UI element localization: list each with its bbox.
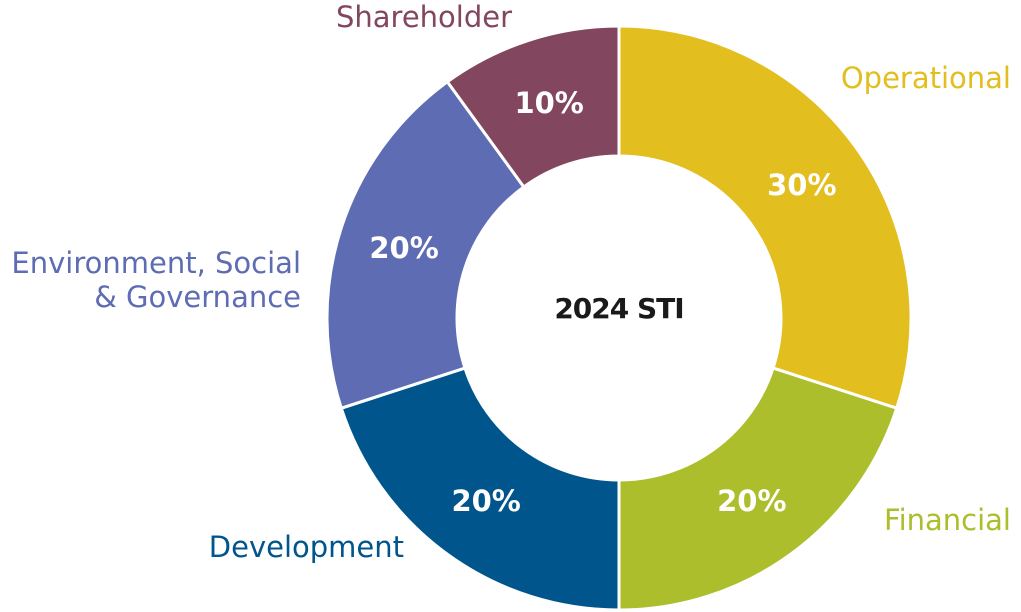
category-labels: Operational Financial Development Environme… [11, 0, 1011, 564]
slice-operational [617, 24, 913, 411]
value-label-financial: 20% [717, 484, 786, 518]
value-label-development: 20% [451, 484, 520, 518]
value-label-shareholder: 10% [514, 86, 583, 120]
chart-title: 2024 STI [554, 292, 683, 325]
slice-esg [325, 79, 526, 411]
category-label-development: Development [209, 530, 404, 564]
category-label-line: Environment, Social [11, 246, 301, 280]
category-label-line: Financial [884, 503, 1011, 537]
slice-development [339, 366, 621, 612]
donut-slices [325, 24, 913, 612]
category-label-financial: Financial [884, 503, 1011, 537]
value-label-operational: 30% [767, 168, 836, 202]
slice-financial [617, 366, 899, 612]
category-label-line: Operational [841, 61, 1011, 95]
category-label-esg: Environment, Social & Governance [11, 246, 301, 314]
category-label-line: Shareholder [336, 0, 512, 34]
category-label-shareholder: Shareholder [336, 0, 512, 34]
category-label-line: & Governance [94, 280, 301, 314]
value-labels: 30% 20% 20% 20% 10% [369, 86, 836, 518]
category-label-line: Development [209, 530, 404, 564]
slice-shareholder [445, 24, 621, 190]
category-label-operational: Operational [841, 61, 1011, 95]
value-label-esg: 20% [369, 231, 438, 265]
